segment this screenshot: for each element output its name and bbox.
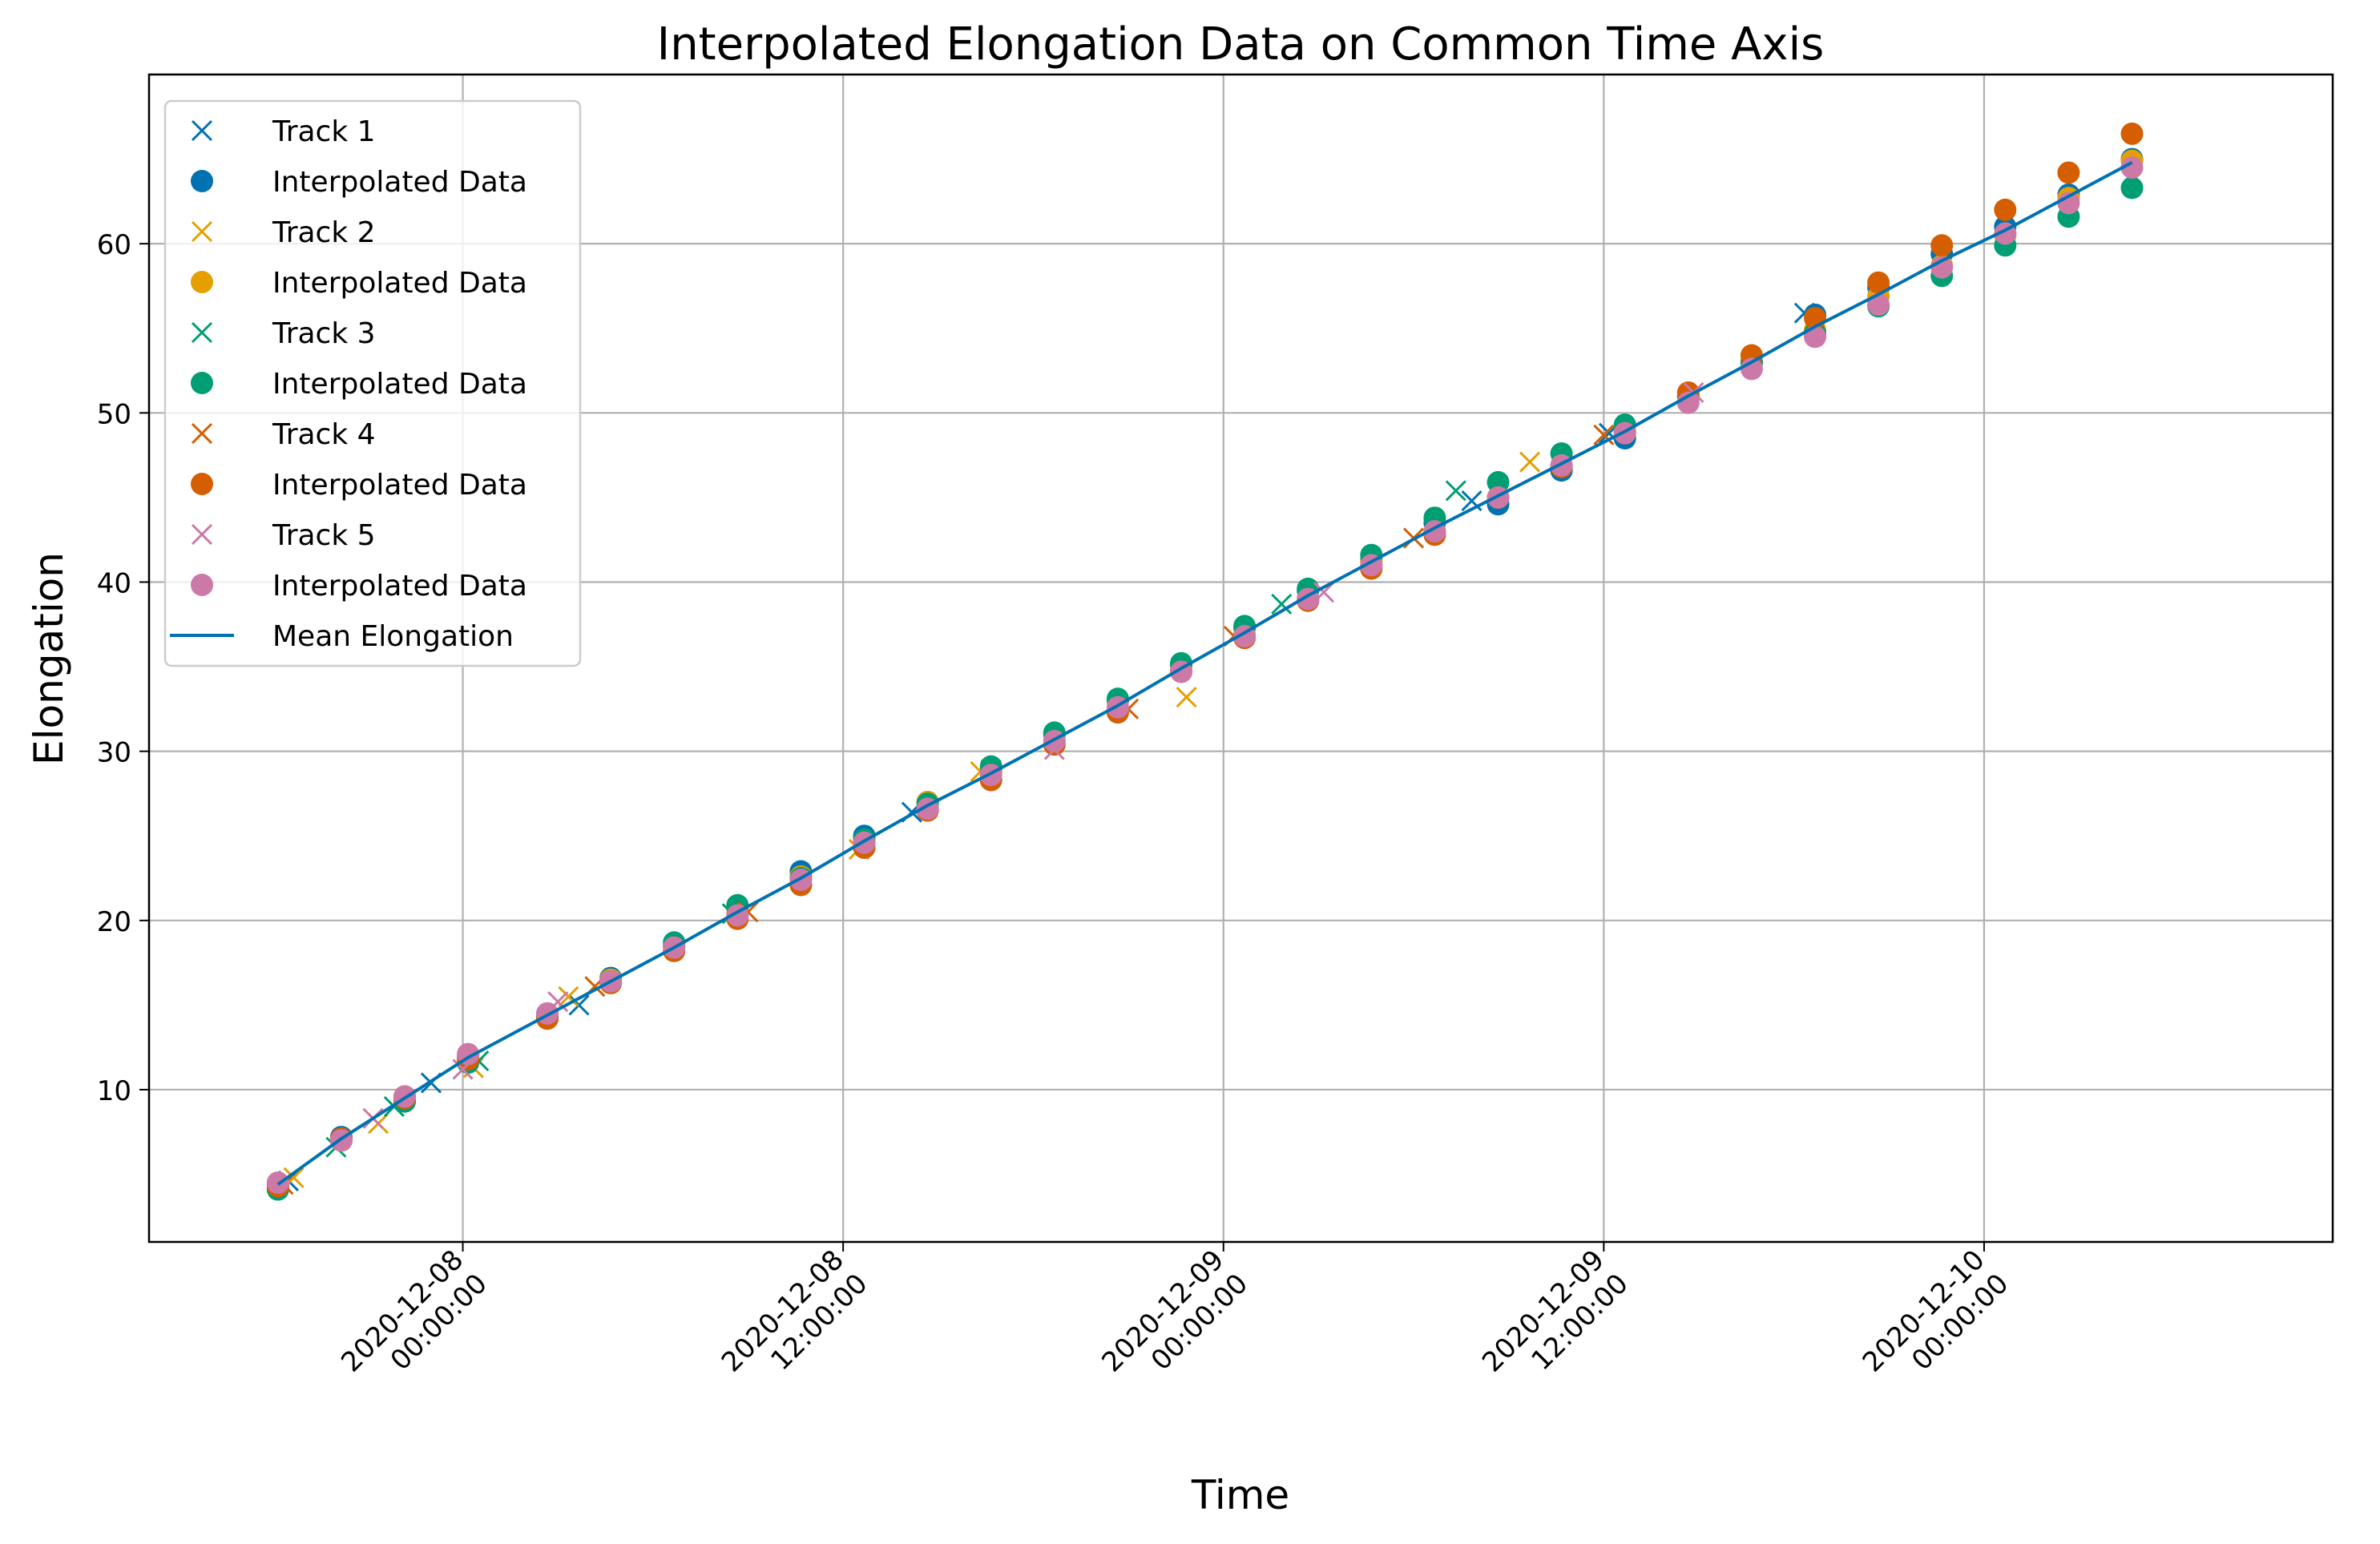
legend-frame	[163, 99, 582, 667]
legend-marker-interpolated-3	[191, 372, 213, 394]
legend-label-interpolated-5: Interpolated Data	[272, 570, 527, 603]
legend-label-interpolated-3: Interpolated Data	[272, 368, 527, 401]
legend-label-mean: Mean Elongation	[272, 620, 514, 653]
interpolated-point	[2120, 176, 2144, 200]
interpolated-point	[1867, 271, 1890, 294]
raw-point	[558, 986, 579, 1007]
legend-marker-track-5	[191, 523, 213, 546]
y-tick-label: 50	[97, 398, 131, 430]
legend-label-track-2: Track 2	[272, 216, 376, 249]
raw-point	[1445, 480, 1466, 502]
interpolated-point	[1804, 325, 1827, 349]
x-axis-label: Time	[1191, 1472, 1289, 1518]
legend-marker-track-1	[191, 119, 213, 142]
y-tick-label: 20	[97, 906, 131, 938]
interpolated-point	[1676, 391, 1700, 414]
y-axis-label: Elongation	[26, 552, 72, 765]
legend-marker-track-4	[191, 422, 213, 445]
legend-label-track-3: Track 3	[272, 317, 376, 350]
y-tick-label: 60	[97, 229, 131, 261]
legend: Track 1 Interpolated Data Track 2 Interpola…	[163, 99, 582, 667]
legend-marker-interpolated-4	[191, 473, 213, 495]
legend-label-track-5: Track 5	[272, 519, 376, 552]
legend-label-interpolated-2: Interpolated Data	[272, 267, 527, 300]
legend-label-interpolated-4: Interpolated Data	[272, 469, 527, 502]
raw-point	[568, 994, 590, 1016]
y-tick-label: 10	[97, 1075, 131, 1107]
y-tick-label: 40	[97, 567, 131, 599]
grid	[149, 75, 2333, 1242]
interpolated-point	[1930, 234, 1954, 257]
legend-label-track-4: Track 4	[272, 418, 376, 451]
legend-marker-track-3	[191, 321, 213, 344]
raw-point	[1519, 451, 1541, 473]
interpolated-point	[1930, 256, 1954, 279]
raw-point	[1176, 687, 1197, 708]
y-axis-ticks: 10 20 30 40 50 60	[97, 229, 149, 1107]
interpolated-point	[2057, 161, 2080, 184]
interpolated-point	[2120, 156, 2144, 179]
mean-elongation-line	[276, 161, 2133, 1186]
interpolated-point	[1740, 357, 1763, 381]
interpolated-point	[2120, 122, 2144, 145]
chart-title: Interpolated Elongation Data on Common T…	[657, 18, 1825, 71]
interpolated-point	[1994, 198, 2017, 221]
legend-marker-interpolated-1	[191, 170, 213, 192]
y-tick-label: 30	[97, 737, 131, 769]
legend-marker-interpolated-5	[191, 574, 213, 596]
mean-line-layer	[276, 161, 2133, 1186]
legend-label-track-1: Track 1	[272, 115, 376, 148]
legend-marker-track-2	[191, 220, 213, 243]
legend-label-interpolated-1: Interpolated Data	[272, 166, 527, 199]
raw-point	[1271, 593, 1293, 615]
legend-marker-interpolated-2	[191, 271, 213, 293]
plot-frame	[147, 73, 2334, 1244]
raw-point	[1593, 424, 1615, 445]
